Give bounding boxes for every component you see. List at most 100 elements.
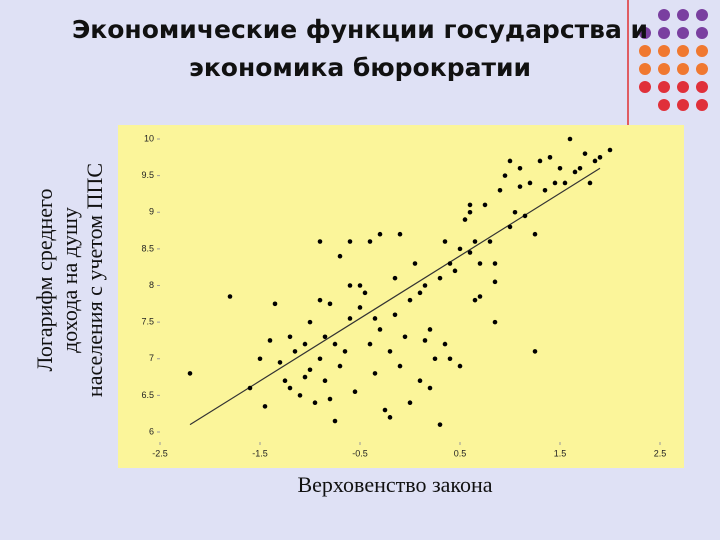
- point: [342, 349, 348, 354]
- point: [417, 378, 423, 384]
- point: [592, 158, 598, 164]
- decor-dots: [639, 9, 708, 111]
- chart-title: Экономические функции государства и: [72, 15, 648, 44]
- point: [327, 301, 333, 307]
- point: [512, 209, 518, 215]
- point: [257, 356, 263, 362]
- point: [522, 213, 528, 219]
- x-tick-label: -1.5: [252, 448, 268, 458]
- point: [467, 250, 473, 255]
- point: [577, 166, 583, 171]
- point: [452, 268, 458, 274]
- point: [347, 316, 353, 321]
- x-tick-label: -0.5: [352, 448, 368, 458]
- x-tick-label: 2.5: [654, 448, 667, 458]
- point: [492, 261, 498, 266]
- point: [532, 231, 538, 237]
- point: [402, 334, 408, 340]
- decor-dot: [677, 45, 689, 57]
- chart-title: экономика бюрократии: [189, 53, 531, 82]
- decor-dot: [658, 81, 670, 93]
- decor-dot: [677, 9, 689, 21]
- point: [302, 374, 308, 380]
- y-tick-label: 6: [149, 426, 154, 436]
- y-tick-label: 6.5: [141, 390, 154, 400]
- y-tick-label: 8.5: [141, 243, 154, 253]
- point: [287, 385, 293, 391]
- decor-dot: [658, 45, 670, 57]
- point: [407, 400, 413, 406]
- decor-dot: [658, 99, 670, 111]
- point: [537, 158, 543, 164]
- point: [317, 239, 323, 244]
- point: [567, 136, 573, 142]
- point: [427, 327, 433, 332]
- point: [347, 283, 353, 288]
- point: [517, 166, 523, 171]
- point: [227, 294, 233, 299]
- point: [307, 319, 313, 325]
- point: [467, 202, 473, 208]
- point: [187, 371, 193, 376]
- y-tick-label: 7.5: [141, 317, 154, 327]
- point: [417, 290, 423, 296]
- decor-dot: [639, 81, 651, 93]
- point: [387, 349, 393, 354]
- point: [262, 404, 268, 409]
- point: [332, 418, 338, 424]
- decor-dot: [639, 45, 651, 57]
- point: [467, 209, 473, 215]
- point: [447, 261, 453, 266]
- point: [532, 349, 538, 354]
- point: [492, 319, 498, 325]
- point: [287, 334, 293, 340]
- point: [572, 169, 578, 175]
- point: [492, 279, 498, 285]
- point: [517, 184, 523, 189]
- point: [457, 246, 463, 252]
- decor-dot: [677, 27, 689, 39]
- point: [367, 239, 373, 244]
- point: [382, 407, 388, 413]
- point: [412, 261, 418, 266]
- point: [597, 155, 603, 160]
- point: [387, 415, 393, 420]
- point: [587, 180, 593, 186]
- y-tick-label: 9.5: [141, 170, 154, 180]
- point: [347, 239, 353, 244]
- point: [607, 147, 613, 153]
- trend-line: [189, 167, 601, 426]
- point: [477, 261, 483, 266]
- decor-dot: [696, 45, 708, 57]
- plot: 6 6.5 7 7.5 8 8.5 9 9.5 10 -2.5 -1.5 -0.5 0.5 1.5 2.5: [141, 133, 666, 458]
- point: [472, 239, 478, 244]
- point: [317, 297, 323, 303]
- x-tick-label: 1.5: [554, 448, 567, 458]
- decor-dot: [677, 81, 689, 93]
- point: [377, 327, 383, 332]
- decor-dot: [639, 27, 651, 39]
- x-tick-label: -2.5: [152, 448, 168, 458]
- point: [557, 166, 563, 171]
- y-tick-label: 8: [149, 280, 154, 290]
- point: [542, 187, 548, 193]
- decor-dot: [696, 9, 708, 21]
- point: [447, 356, 453, 362]
- decor-dot: [696, 27, 708, 39]
- point: [392, 275, 398, 281]
- point: [297, 393, 303, 398]
- decor-dot: [696, 99, 708, 111]
- y-tick-label: 7: [149, 353, 154, 363]
- decor-dot: [696, 81, 708, 93]
- point: [507, 224, 513, 230]
- point: [397, 231, 403, 237]
- point: [472, 297, 478, 303]
- point: [372, 371, 378, 376]
- point: [422, 283, 428, 288]
- y-axis-label-line: населения с учетом ППС: [82, 163, 107, 397]
- point: [332, 341, 338, 347]
- decor-dot: [677, 63, 689, 75]
- y-tick-label: 10: [144, 133, 154, 143]
- point: [442, 341, 448, 347]
- point: [487, 239, 493, 244]
